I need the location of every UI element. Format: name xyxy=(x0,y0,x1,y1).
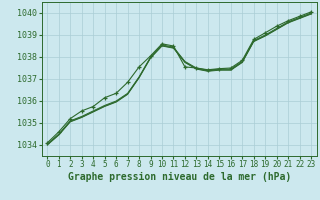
X-axis label: Graphe pression niveau de la mer (hPa): Graphe pression niveau de la mer (hPa) xyxy=(68,172,291,182)
